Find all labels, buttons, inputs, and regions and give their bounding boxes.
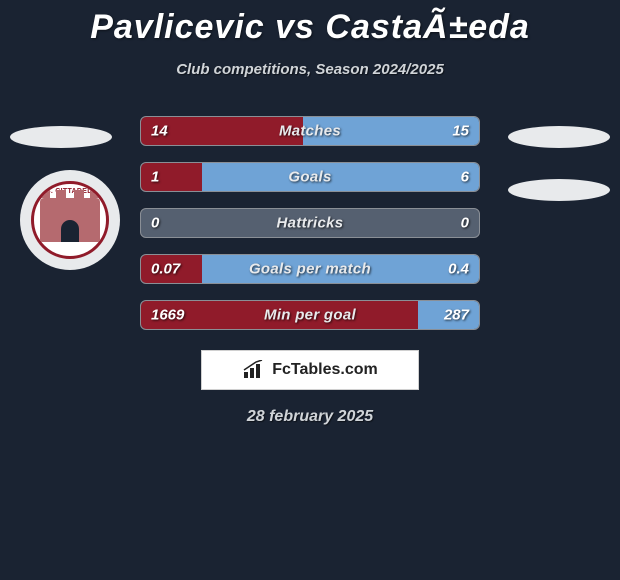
stat-row: 00Hattricks xyxy=(140,208,480,238)
club-badge: A.S. CITTADELLA xyxy=(20,170,120,270)
stat-label: Goals xyxy=(141,169,479,186)
stat-row: 16Goals xyxy=(140,162,480,192)
stat-label: Matches xyxy=(141,123,479,140)
stat-row: 0.070.4Goals per match xyxy=(140,254,480,284)
stats-list: 1415Matches 16Goals 00Hattricks 0.070.4Goal… xyxy=(140,116,480,330)
castle-icon xyxy=(40,198,100,242)
stat-label: Goals per match xyxy=(141,261,479,278)
decor-ellipse-left xyxy=(10,126,112,148)
date-line: 28 february 2025 xyxy=(0,408,620,426)
stat-label: Min per goal xyxy=(141,307,479,324)
decor-ellipse-right-1 xyxy=(508,126,610,148)
fctables-logo: FcTables.com xyxy=(201,350,419,390)
stat-row: 1669287Min per goal xyxy=(140,300,480,330)
page-title: Pavlicevic vs CastaÃ±eda xyxy=(0,0,620,47)
stat-label: Hattricks xyxy=(141,215,479,232)
stat-row: 1415Matches xyxy=(140,116,480,146)
chart-icon xyxy=(242,360,266,380)
subtitle: Club competitions, Season 2024/2025 xyxy=(0,61,620,78)
logo-text: FcTables.com xyxy=(272,361,378,379)
decor-ellipse-right-2 xyxy=(508,179,610,201)
